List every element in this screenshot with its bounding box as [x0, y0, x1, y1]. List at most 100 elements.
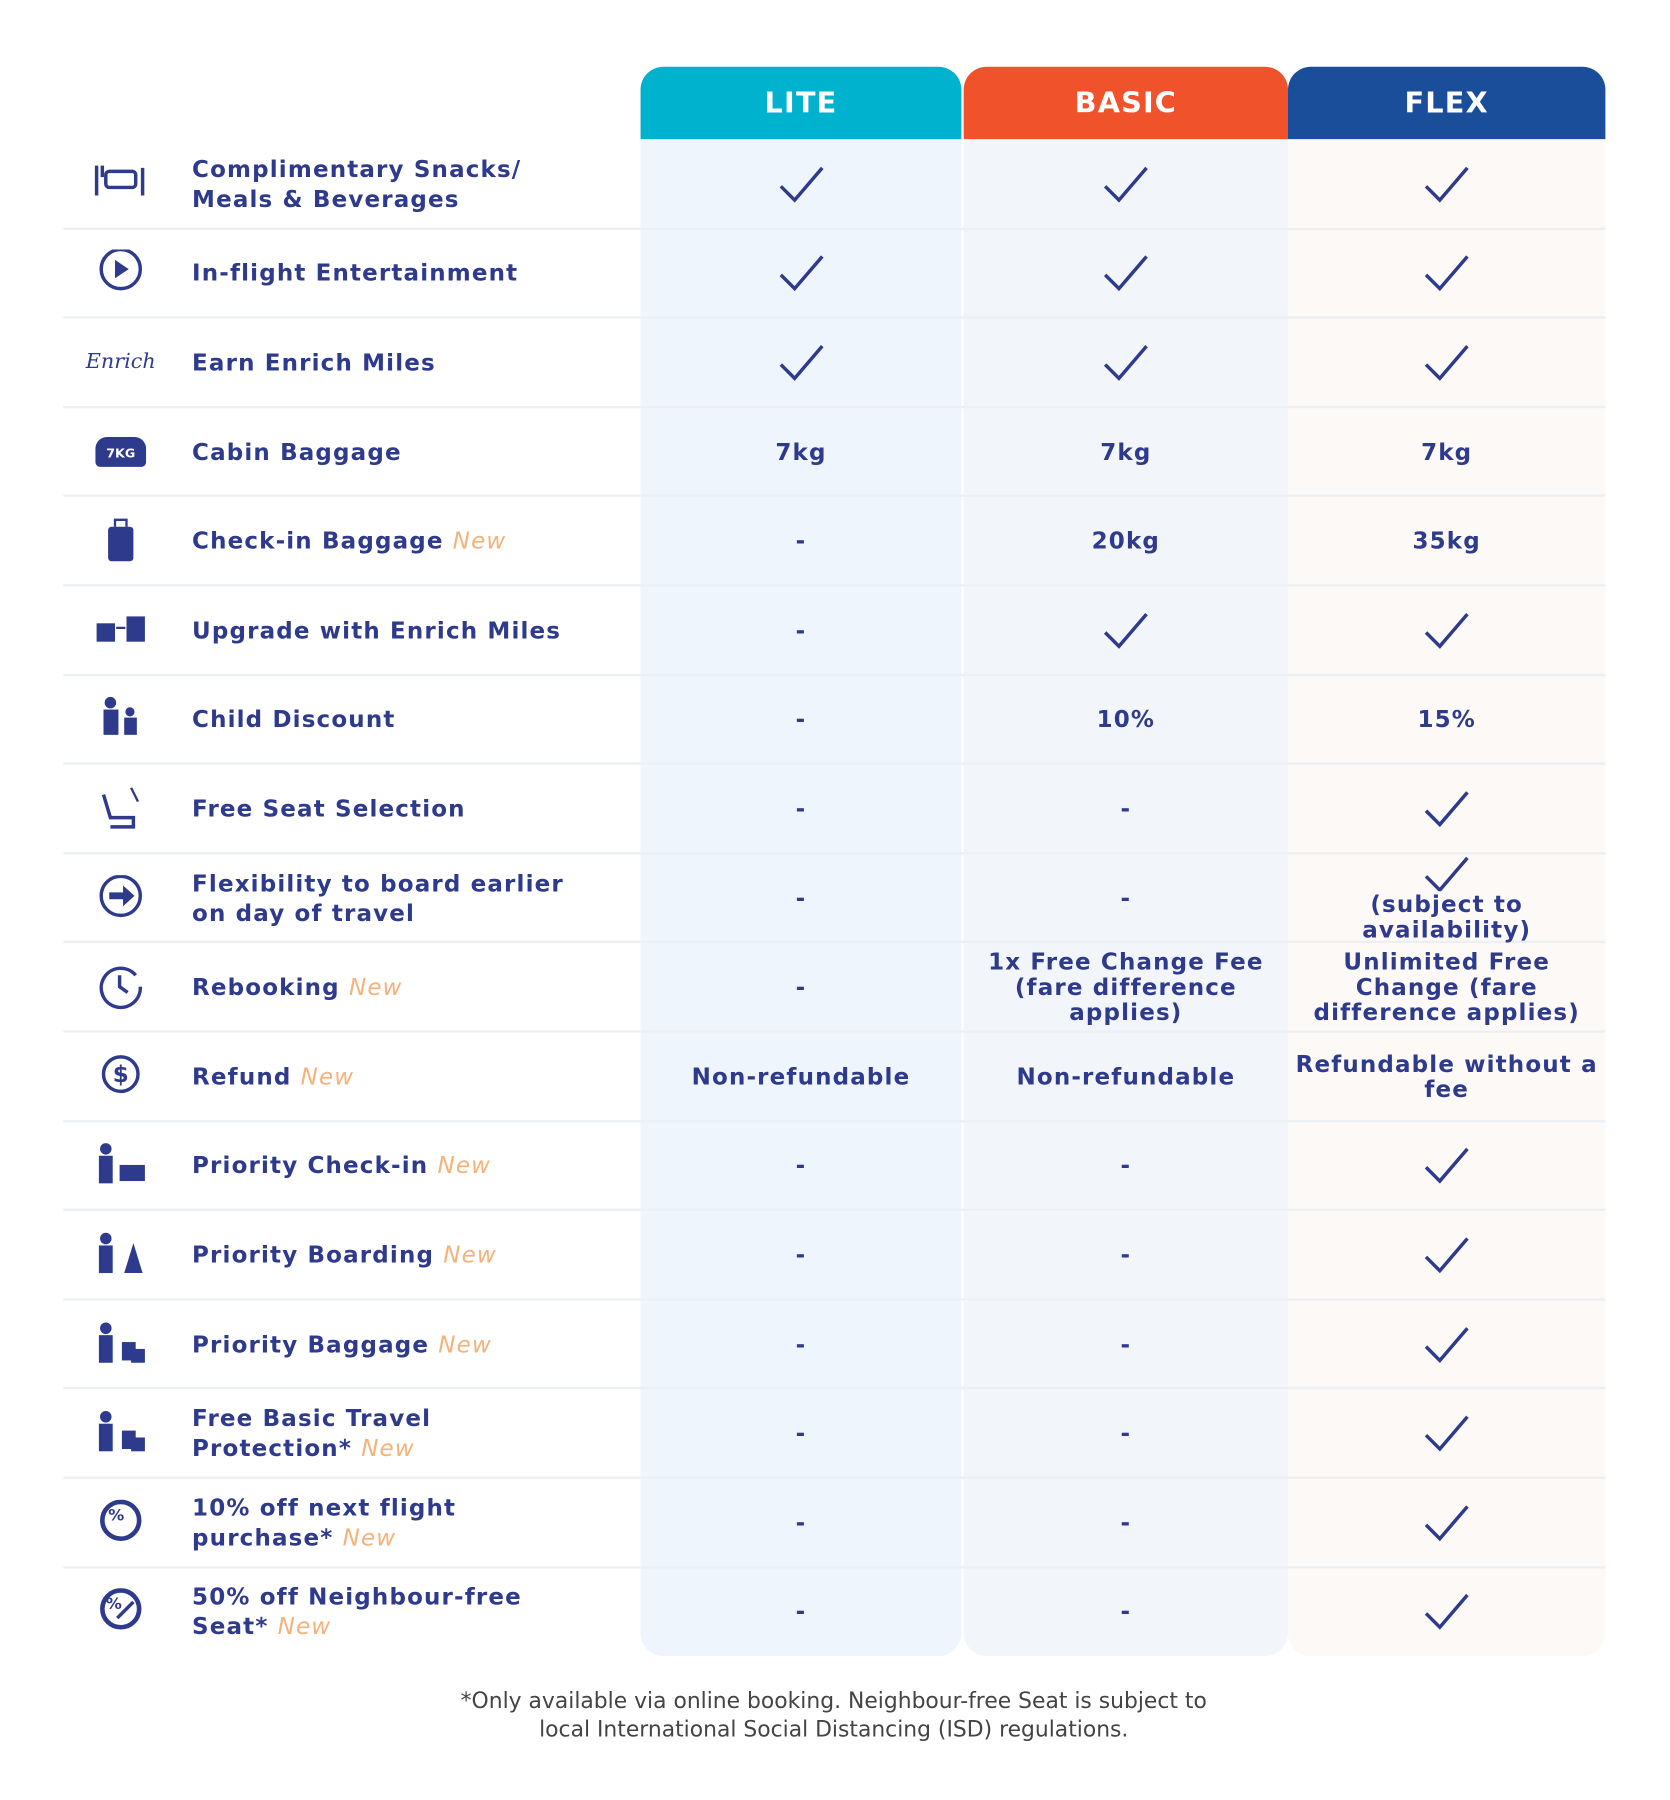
cell-text: - [795, 526, 807, 555]
row-icon [83, 1121, 159, 1210]
table-cell [646, 139, 955, 228]
check-mark [1424, 166, 1469, 203]
row-label: Priority Baggage New [192, 1299, 589, 1388]
svg-text:$: $ [113, 1062, 129, 1088]
row-separator [63, 1298, 1606, 1301]
new-tag: New [443, 1240, 497, 1269]
row-label: Complimentary Snacks/ Meals & Beverages [192, 139, 589, 228]
row-label: Cabin Baggage [192, 407, 589, 496]
cell-text: 10% [1096, 705, 1156, 733]
row-icon [83, 764, 159, 853]
row-label: Priority Check-in New [192, 1121, 589, 1210]
table-cell: - [969, 1567, 1282, 1656]
table-cell: - [646, 585, 955, 674]
table-cell: - [646, 942, 955, 1031]
new-tag: New [300, 1062, 355, 1090]
row-label-text: 50% off Neighbour-free Seat* New [192, 1582, 589, 1642]
cell-text: - [1120, 1151, 1132, 1180]
table-cell: - [969, 1210, 1282, 1299]
table-cell: 7kg [646, 407, 955, 496]
label-text: Free Basic Travel Protection* [192, 1404, 432, 1462]
row-icon: Enrich [83, 318, 159, 407]
check-mark [1424, 856, 1469, 892]
svg-text:%: % [108, 1505, 124, 1524]
icon: % [100, 1499, 142, 1541]
icon [98, 1322, 145, 1363]
cell-text: - [1120, 1508, 1132, 1537]
svg-text:%: % [106, 1594, 122, 1613]
check-mark [1424, 612, 1469, 649]
label-text: Cabin Baggage [192, 437, 402, 466]
row-icon [83, 942, 159, 1031]
row-icon: 7KG [83, 407, 159, 496]
row-label: Check-in Baggage New [192, 496, 589, 585]
icon: $ [101, 1054, 140, 1093]
row-label: Earn Enrich Miles [192, 318, 589, 407]
label-text: Refund [192, 1062, 292, 1090]
table-cell: 35kg [1294, 496, 1600, 585]
row-label: Flexibility to board earlier on day of t… [192, 853, 589, 942]
cell-text: 7kg [775, 437, 827, 466]
column-header: FLEX [1288, 66, 1606, 140]
table-cell [1294, 1388, 1600, 1477]
check-mark [1103, 612, 1148, 649]
new-tag: New [277, 1612, 332, 1641]
table-cell: 1x Free Change Fee (fare difference appl… [969, 942, 1282, 1031]
row-separator [63, 762, 1606, 765]
row-label: Priority Boarding New [192, 1210, 589, 1299]
table-cell [1294, 1299, 1600, 1388]
column-header: LITE [640, 66, 962, 140]
cell-text: 15% [1417, 705, 1476, 733]
row-label: Free Basic Travel Protection* New [192, 1388, 589, 1477]
cell-text: - [1120, 794, 1132, 823]
icon [99, 249, 143, 291]
row-icon [83, 496, 159, 585]
check-mark [779, 166, 823, 203]
table-cell [646, 228, 955, 317]
row-label-text: Complimentary Snacks/ Meals & Beverages [192, 154, 589, 214]
table-cell: 7kg [969, 407, 1282, 496]
table-cell: 15% [1294, 675, 1600, 764]
cell-text: 7kg [1100, 437, 1152, 466]
icon-text: Enrich [85, 350, 156, 375]
cell-text: - [795, 705, 807, 733]
table-cell: (subject to availability) [1294, 853, 1600, 942]
cell-text: - [795, 616, 807, 644]
label-text: In-flight Entertainment [192, 259, 519, 287]
check-mark [1424, 791, 1469, 828]
cell-text: - [795, 1240, 807, 1269]
column-header: BASIC [963, 66, 1288, 140]
row-label-text: Upgrade with Enrich Miles [192, 615, 561, 645]
row-label: In-flight Entertainment [192, 228, 589, 317]
footnote: *Only available via online booking. Neig… [460, 1688, 1207, 1714]
row-icon [83, 1388, 159, 1477]
new-tag: New [438, 1330, 492, 1358]
label-text: Check-in Baggage [192, 526, 444, 555]
icon [108, 518, 134, 562]
table-cell [1294, 1478, 1600, 1567]
label-text: Child Discount [192, 705, 396, 733]
table-cell [1294, 1567, 1600, 1656]
icon [98, 1411, 145, 1452]
table-cell: Unlimited Free Change (fare difference a… [1294, 942, 1600, 1031]
new-tag: New [437, 1151, 492, 1180]
table-cell: - [969, 853, 1282, 942]
cell-text: - [1120, 1240, 1132, 1269]
row-icon: % [83, 1478, 159, 1567]
cell-text: - [795, 1330, 807, 1358]
cell-text: Non-refundable [1016, 1062, 1236, 1090]
row-icon [83, 585, 159, 674]
table-cell: - [646, 1210, 955, 1299]
row-label: Refund New [192, 1032, 589, 1121]
table-cell [969, 228, 1282, 317]
row-label-text: In-flight Entertainment [192, 258, 518, 288]
cell-text: - [1120, 1597, 1132, 1626]
icon [99, 966, 143, 1010]
check-mark [1103, 255, 1148, 292]
cell-text: 7kg [1421, 437, 1473, 466]
table-cell: - [969, 1478, 1282, 1567]
row-label-text: 10% off next flight purchase* New [192, 1492, 589, 1552]
cell-text: - [795, 1151, 807, 1180]
table-cell [1294, 585, 1600, 674]
